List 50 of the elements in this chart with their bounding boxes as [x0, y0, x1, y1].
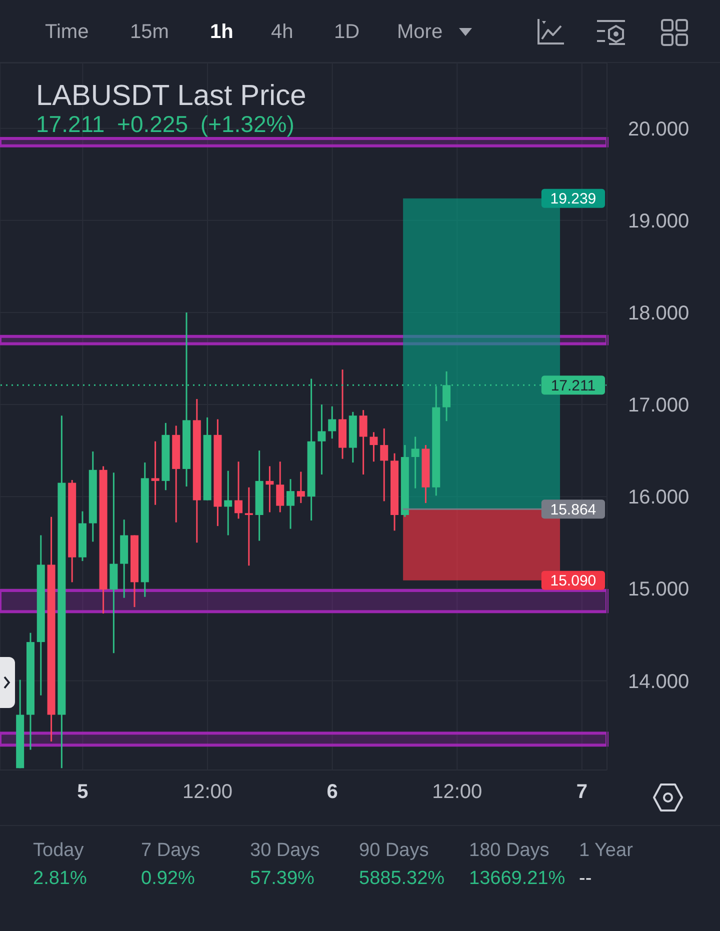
candlestick [359, 409, 368, 476]
y-tick-label: 14.000 [628, 670, 690, 693]
y-tick-label: 17.000 [628, 394, 690, 417]
text: 1 Year [579, 840, 633, 861]
text: More [397, 21, 443, 43]
band-label: 15.090 [550, 572, 596, 590]
y-tick-label: 18.000 [628, 302, 690, 325]
y-tick-label: 19.000 [628, 210, 690, 233]
candlestick [296, 470, 305, 504]
text: 180 Days [469, 840, 550, 861]
candlestick [328, 406, 336, 440]
ref-line-label: 15.864 [550, 501, 596, 518]
candlestick [286, 478, 295, 530]
text: 15m [130, 21, 169, 43]
text: 13669.21% [469, 868, 566, 889]
text: 57.39% [250, 868, 314, 889]
text: 90 Days [359, 840, 429, 861]
text: 1h [210, 21, 234, 43]
candlestick [370, 431, 378, 462]
candlestick [380, 428, 388, 502]
y-tick-label: 15.000 [628, 578, 690, 601]
y-tick-label: 20.000 [628, 118, 690, 140]
x-tick-label: 7 [576, 781, 588, 804]
y-tick-label: 16.000 [628, 486, 690, 509]
text: 2.81% [33, 868, 87, 889]
x-tick-label: 6 [326, 781, 338, 804]
text: 0.92% [141, 868, 195, 889]
band-label: 19.239 [550, 190, 596, 208]
x-tick-label: 12:00 [432, 781, 482, 804]
candlestick [244, 486, 253, 566]
candlestick [151, 440, 160, 506]
text: LABUSDT Last Price [36, 80, 306, 112]
text: Today [33, 840, 84, 861]
candlestick [224, 470, 232, 536]
candlestick [234, 460, 242, 520]
candlestick [411, 436, 420, 490]
candlestick [318, 404, 326, 476]
x-tick-label: 12:00 [182, 781, 233, 804]
candlestick [266, 465, 274, 513]
text: -- [579, 868, 592, 889]
text: 7 Days [141, 840, 200, 861]
text: 17.211 +0.225 (+1.32%) [36, 111, 294, 137]
candlestick [276, 460, 284, 513]
text: 5885.32% [359, 868, 445, 889]
text: 4h [271, 21, 294, 43]
text: 30 Days [250, 840, 320, 861]
ref-line-label: 17.211 [550, 377, 596, 394]
text: 1D [334, 21, 360, 43]
text: Time [45, 21, 89, 43]
x-tick-label: 5 [77, 781, 88, 804]
